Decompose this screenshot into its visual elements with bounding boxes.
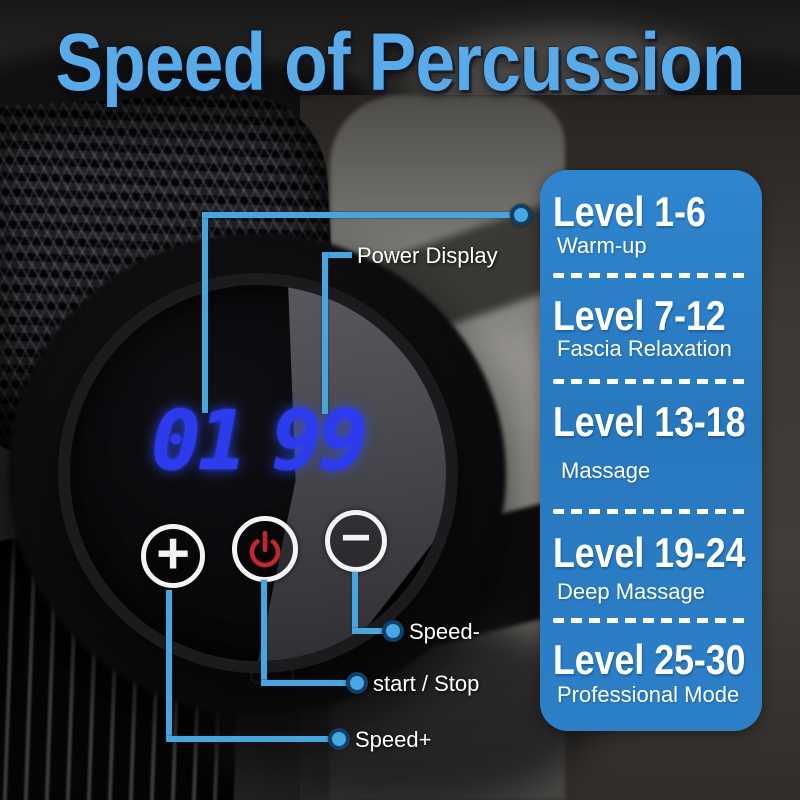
page-title: Speed of Percussion [55, 17, 745, 108]
dashed-divider [553, 379, 745, 384]
led-display: 01 99 [70, 401, 446, 483]
speed-minus-label: Speed- [409, 619, 480, 644]
power-icon [249, 530, 281, 568]
callout-line-speed-plus [166, 590, 172, 740]
led-power-value: 99 [272, 394, 368, 489]
level-range: Level 7-12 [553, 292, 726, 339]
speed-increase-button[interactable]: + [141, 524, 205, 588]
dashed-divider [553, 273, 745, 278]
level-range: Level 13-18 [553, 398, 746, 445]
dashed-divider [553, 509, 745, 514]
minus-icon: − [340, 509, 372, 567]
speed-plus-label: Speed+ [355, 727, 432, 752]
callout-line-power-display [322, 252, 328, 414]
callout-line-start-stop [261, 680, 349, 686]
level-label: Massage [561, 458, 651, 483]
level-range: Level 1-6 [553, 188, 706, 235]
speed-levels-panel: Level 1-6 Warm-up Level 7-12 Fascia Rela… [540, 170, 762, 731]
plus-icon: + [156, 520, 190, 586]
dashed-divider [553, 618, 745, 623]
callout-dot-level [510, 204, 532, 226]
callout-line-speed-minus [352, 628, 386, 634]
power-button[interactable] [232, 516, 298, 582]
start-stop-label: start / Stop [373, 671, 480, 696]
callout-line-level [202, 213, 208, 413]
level-label: Professional Mode [557, 682, 740, 707]
level-range: Level 19-24 [553, 529, 746, 576]
callout-line-power-display [322, 252, 352, 258]
level-range: Level 25-30 [553, 636, 746, 683]
callout-line-start-stop [261, 580, 267, 684]
callout-line-speed-minus [352, 572, 358, 630]
led-level-value: 01 [151, 394, 247, 489]
device-control-face: 01 99 [58, 273, 458, 673]
callout-dot-start-stop [346, 672, 368, 694]
callout-line-speed-plus [166, 736, 330, 742]
level-label: Warm-up [557, 233, 647, 258]
level-label: Deep Massage [557, 579, 705, 604]
callout-dot-speed-plus [328, 728, 350, 750]
callout-line-level [202, 212, 512, 218]
level-label: Fascia Relaxation [557, 336, 732, 361]
power-display-label: Power Display [357, 243, 498, 268]
speed-decrease-button[interactable]: − [325, 510, 387, 572]
callout-dot-speed-minus [382, 620, 404, 642]
